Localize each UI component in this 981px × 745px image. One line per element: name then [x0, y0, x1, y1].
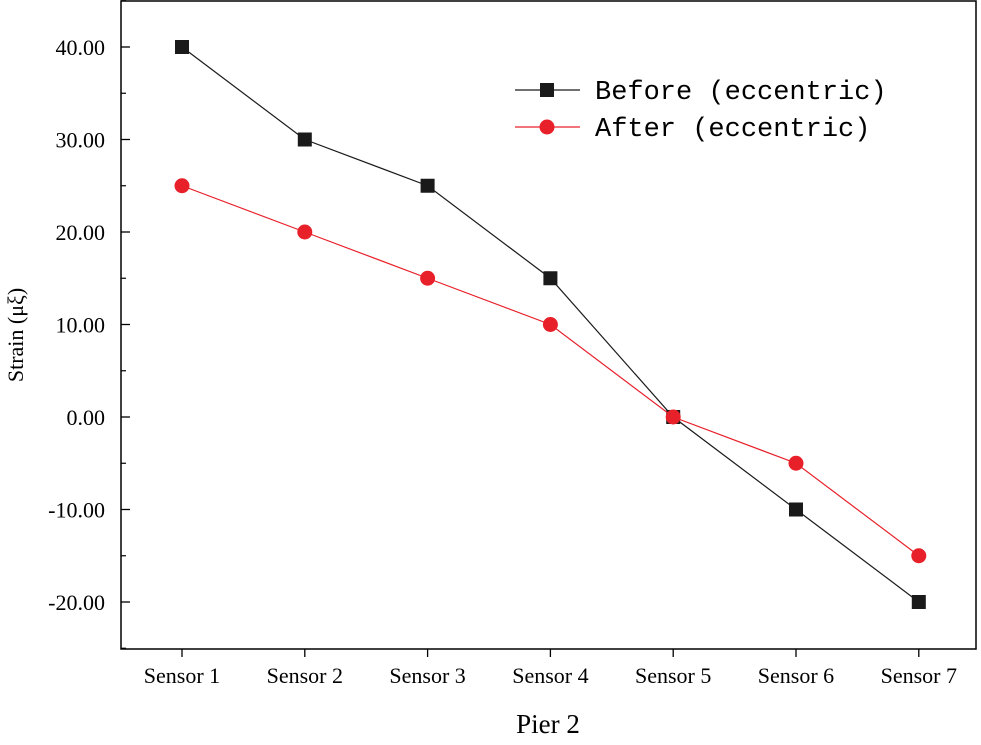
series-layer — [174, 40, 927, 609]
legend-marker — [539, 119, 555, 135]
legend-label: After (eccentric) — [595, 115, 870, 145]
legend-marker — [540, 83, 554, 97]
series-1 — [175, 40, 926, 609]
y-tick-label: 0.00 — [67, 405, 106, 430]
x-tick-label: Sensor 6 — [758, 663, 834, 688]
y-tick-label: 20.00 — [56, 220, 106, 245]
legend: Before (eccentric) After (eccentric) — [515, 78, 887, 145]
data-point — [788, 455, 804, 471]
y-axis: -20.00 -10.00 0.00 10.00 20.00 30.00 40.00 — [48, 0, 130, 649]
series-line — [181, 185, 920, 557]
data-point — [420, 270, 436, 286]
data-point — [297, 132, 312, 147]
x-tick-label: Sensor 1 — [144, 663, 220, 688]
data-point — [789, 502, 803, 517]
data-point — [542, 317, 558, 332]
x-tick-label: Sensor 3 — [389, 663, 465, 688]
x-tick-label: Sensor 7 — [881, 663, 957, 688]
series-2 — [174, 178, 927, 564]
x-axis-label: Pier 2 — [516, 709, 580, 739]
x-tick-label: Sensor 2 — [267, 663, 343, 688]
data-point — [911, 548, 927, 564]
y-tick-label: 40.00 — [56, 35, 106, 60]
y-tick-label: -20.00 — [48, 590, 105, 615]
y-tick-label: 10.00 — [56, 313, 106, 338]
data-point — [420, 178, 435, 193]
data-point — [911, 595, 926, 609]
x-tick-label: Sensor 4 — [512, 663, 588, 688]
legend-label: Before (eccentric) — [595, 78, 887, 108]
data-point — [665, 409, 681, 425]
x-tick-label: Sensor 5 — [635, 663, 711, 688]
data-point — [175, 40, 189, 54]
data-point — [297, 224, 313, 240]
y-axis-label: Strain (μξ) — [3, 288, 28, 382]
data-point — [543, 271, 558, 286]
x-axis: Sensor 1 Sensor 2 Sensor 3 Sensor 4 Sensor 5… — [144, 649, 957, 688]
y-tick-label: 30.00 — [56, 128, 106, 153]
data-point — [174, 178, 190, 194]
y-tick-label: -10.00 — [48, 498, 105, 523]
